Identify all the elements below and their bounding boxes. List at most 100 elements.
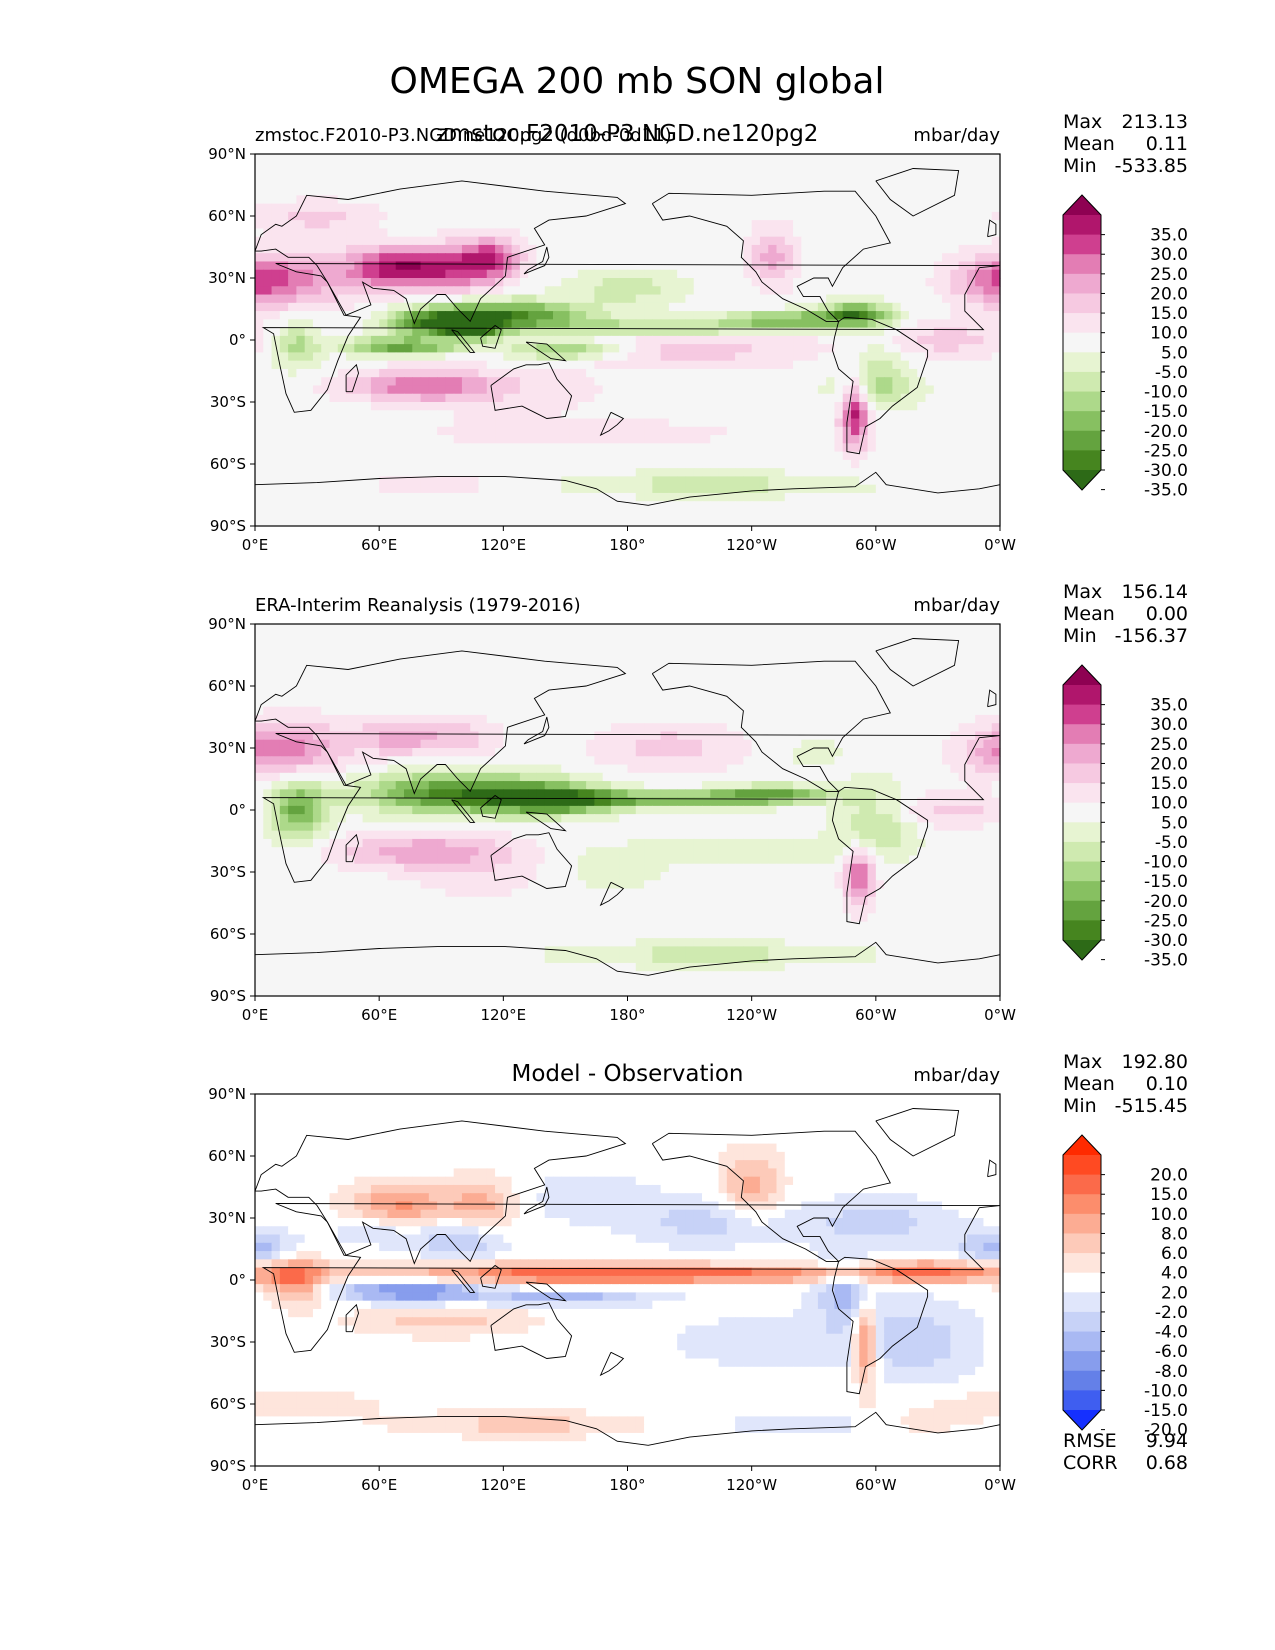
field-cell — [420, 501, 430, 511]
field-cell — [776, 385, 786, 395]
field-cell — [693, 632, 703, 642]
field-cell — [718, 327, 728, 337]
field-cell — [445, 294, 455, 304]
field-cell — [379, 673, 389, 683]
coastline — [345, 363, 359, 393]
field-cell — [586, 286, 595, 296]
field-cell — [983, 319, 993, 329]
field-cell — [685, 632, 695, 642]
field-cell — [445, 690, 455, 699]
field-cell — [478, 468, 488, 477]
field-cell — [577, 665, 587, 675]
field-cell — [751, 517, 761, 527]
field-cell — [577, 360, 587, 370]
field-cell — [966, 385, 976, 395]
field-cell — [759, 220, 769, 229]
field-cell — [743, 154, 753, 163]
field-cell — [826, 236, 836, 246]
field-cell — [768, 624, 778, 633]
field-cell — [759, 170, 769, 180]
field-cell — [842, 681, 852, 691]
field-cell — [395, 673, 405, 683]
field-cell — [511, 195, 521, 205]
field-cell — [892, 360, 902, 370]
field-cell — [677, 327, 687, 337]
field-cell — [288, 302, 297, 312]
field-cell — [875, 451, 885, 461]
field-cell — [610, 261, 620, 271]
field-cell — [569, 327, 579, 337]
field-cell — [875, 459, 885, 469]
field-cell — [263, 681, 273, 691]
field-cell — [702, 319, 711, 329]
field-cell — [594, 170, 604, 180]
field-cell — [428, 236, 438, 246]
field-cell — [784, 335, 794, 345]
field-cell — [851, 327, 860, 337]
field-cell — [743, 426, 753, 436]
field-cell — [519, 443, 529, 453]
field-cell — [536, 509, 546, 519]
field-cell — [279, 393, 289, 403]
field-cell — [379, 476, 389, 486]
field-cell — [553, 244, 562, 254]
field-cell — [685, 187, 695, 196]
field-cell — [263, 459, 273, 469]
field-cell — [610, 451, 620, 461]
field-cell — [453, 435, 463, 444]
field-cell — [470, 203, 480, 213]
field-cell — [834, 327, 844, 337]
field-cell — [784, 673, 794, 683]
field-cell — [842, 154, 852, 163]
field-cell — [370, 435, 380, 444]
field-cell — [594, 228, 604, 238]
field-cell — [495, 681, 504, 691]
field-cell — [768, 327, 778, 337]
field-cell — [627, 253, 637, 263]
field-cell — [966, 484, 976, 494]
field-cell — [519, 418, 529, 428]
field-cell — [337, 698, 347, 708]
field-cell — [461, 154, 471, 163]
field-cell — [751, 211, 761, 221]
field-cell — [867, 236, 877, 246]
field-cell — [768, 244, 778, 254]
field-cell — [379, 154, 389, 163]
field-cell — [395, 294, 405, 304]
field-cell — [958, 648, 968, 658]
field-cell — [834, 170, 844, 180]
field-cell — [304, 195, 314, 205]
field-cell — [362, 484, 372, 494]
field-cell — [362, 509, 372, 519]
field-cell — [652, 294, 662, 304]
field-cell — [743, 443, 753, 453]
field-cell — [387, 443, 397, 453]
field-cell — [851, 261, 860, 271]
field-cell — [428, 640, 438, 650]
field-cell — [561, 640, 571, 650]
field-cell — [768, 170, 778, 180]
field-cell — [586, 327, 595, 337]
field-cell — [528, 377, 538, 387]
field-cell — [619, 690, 629, 699]
field-cell — [495, 632, 504, 642]
field-cell — [933, 459, 943, 469]
field-cell — [726, 269, 736, 279]
field-cell — [635, 294, 645, 304]
field-cell — [710, 690, 720, 699]
field-cell — [519, 344, 529, 353]
field-cell — [404, 443, 413, 453]
field-cell — [884, 154, 893, 163]
field-cell — [942, 261, 951, 271]
field-cell — [329, 484, 339, 494]
field-cell — [412, 187, 422, 196]
field-cell — [610, 311, 620, 320]
field-cell — [453, 624, 463, 633]
field-cell — [329, 418, 339, 428]
field-cell — [445, 154, 455, 163]
field-cell — [908, 648, 918, 658]
field-cell — [445, 451, 455, 461]
field-cell — [561, 162, 571, 172]
field-cell — [801, 302, 811, 312]
field-cell — [801, 426, 811, 436]
